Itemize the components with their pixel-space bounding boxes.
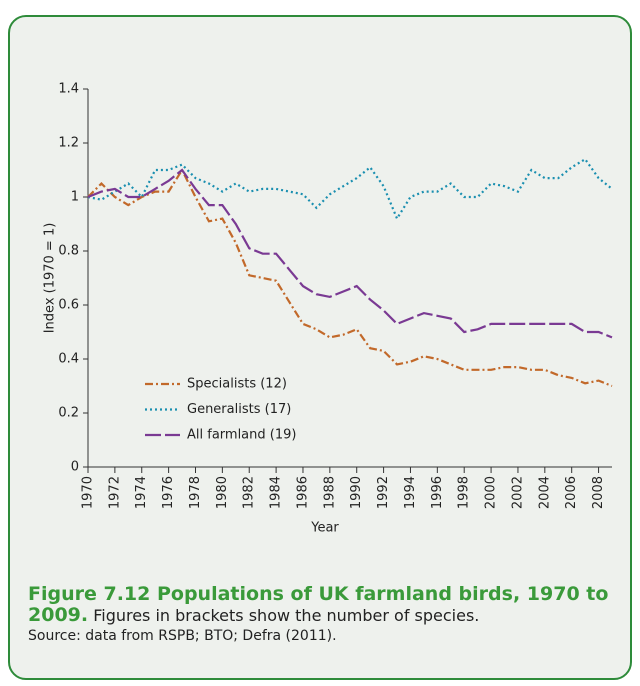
y-tick-label: 1.2 xyxy=(58,136,79,151)
x-tick-label: 2006 xyxy=(564,476,579,509)
y-axis-label: Index (1970 = 1) xyxy=(43,223,58,334)
x-tick-label: 1992 xyxy=(376,476,391,509)
legend-label: Generalists (17) xyxy=(187,402,291,417)
x-tick-label: 1984 xyxy=(269,476,284,509)
x-tick-label: 1996 xyxy=(430,476,445,509)
caption-source: Source: data from RSPB; BTO; Defra (2011… xyxy=(28,628,337,644)
series-line xyxy=(87,157,613,221)
y-tick-label: 0.4 xyxy=(58,352,79,367)
x-tick-label: 1998 xyxy=(457,476,472,509)
x-tick-label: 1988 xyxy=(322,476,337,509)
x-tick-label: 1990 xyxy=(349,476,364,509)
y-tick-label: 0.8 xyxy=(58,244,79,259)
series-line xyxy=(87,168,613,339)
series-line xyxy=(87,167,613,388)
x-tick-label: 1976 xyxy=(161,476,176,509)
y-tick-label: 1.4 xyxy=(58,82,79,97)
y-tick-label: 0 xyxy=(71,460,79,475)
frame xyxy=(8,15,632,680)
y-tick-label: 1 xyxy=(71,190,79,205)
x-axis-label: Year xyxy=(310,521,339,536)
caption: Figure 7.12 Populations of UK farmland b… xyxy=(28,584,618,647)
x-tick-label: 1986 xyxy=(295,476,310,509)
x-tick-label: 2000 xyxy=(484,476,499,509)
x-tick-label: 1994 xyxy=(403,476,418,509)
y-tick-label: 0.6 xyxy=(58,298,79,313)
x-tick-label: 1972 xyxy=(107,476,122,509)
x-tick-label: 2008 xyxy=(591,476,606,509)
x-tick-label: 2002 xyxy=(510,476,525,509)
x-tick-label: 1970 xyxy=(81,476,96,509)
x-tick-label: 1974 xyxy=(134,476,149,509)
caption-text: Figures in brackets show the number of s… xyxy=(93,606,480,625)
x-tick-label: 1980 xyxy=(215,476,230,509)
legend-label: All farmland (19) xyxy=(187,428,296,443)
caption-title: Figure 7.12 Populations of UK farmland b… xyxy=(28,583,609,626)
x-tick-label: 1978 xyxy=(188,476,203,509)
legend-label: Specialists (12) xyxy=(187,377,287,392)
x-tick-label: 1982 xyxy=(242,476,257,509)
x-tick-label: 2004 xyxy=(537,476,552,509)
y-tick-label: 0.2 xyxy=(58,406,79,421)
